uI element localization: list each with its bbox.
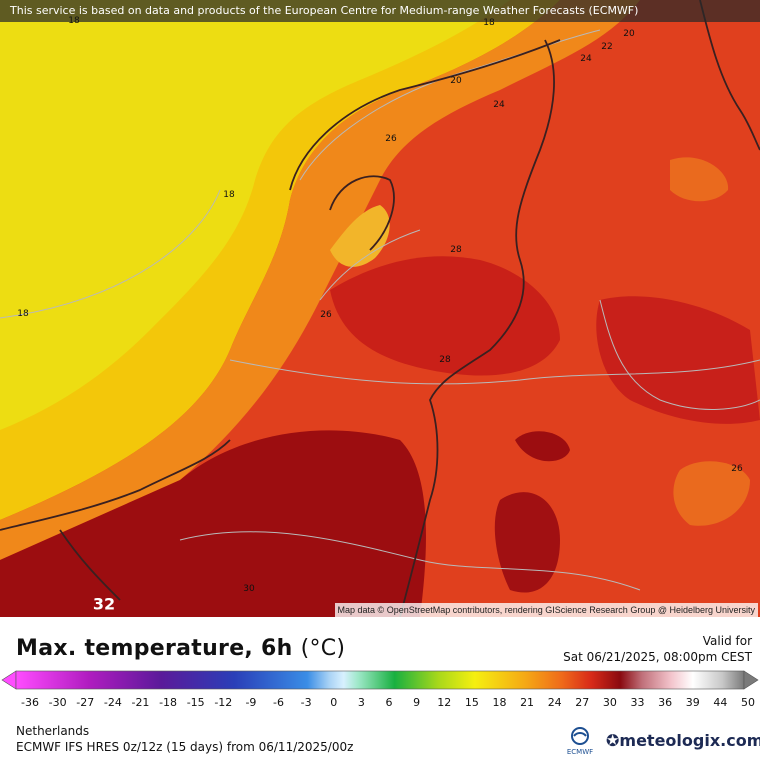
contour-label: 30 — [243, 584, 255, 594]
colorbar-tick: 30 — [602, 696, 617, 709]
svg-text:ECMWF: ECMWF — [567, 748, 593, 756]
contour-label: 18 — [223, 190, 235, 200]
model-run-info: ECMWF IFS HRES 0z/12z (15 days) from 06/… — [16, 740, 354, 754]
colorbar-tick: -24 — [103, 696, 122, 709]
ecmwf-logo: ECMWF — [567, 727, 593, 756]
contour-label: 18 — [17, 309, 29, 319]
colorbar-tick: -18 — [159, 696, 178, 709]
colorbar-tick: 39 — [685, 696, 700, 709]
contour-label: 28 — [439, 355, 451, 365]
colorbar-tick: 15 — [464, 696, 479, 709]
colorbar-tick: -27 — [76, 696, 95, 709]
contour-label: 26 — [731, 464, 743, 474]
meteologix-logo[interactable]: ✪meteologix.com — [606, 731, 760, 750]
colorbar-tick: 3 — [357, 696, 365, 709]
colorbar-tick: 6 — [385, 696, 393, 709]
contour-label: 24 — [493, 100, 505, 110]
valid-for-label: Valid for — [702, 634, 752, 648]
colorbar-tick: -3 — [300, 696, 312, 709]
contour-label: 18 — [68, 16, 80, 26]
colorbar-tick: 33 — [630, 696, 645, 709]
valid-time: Sat 06/21/2025, 08:00pm CEST — [563, 650, 752, 664]
contour-label: 28 — [450, 245, 462, 255]
ecmwf-notice-banner: This service is based on data and produc… — [0, 0, 760, 22]
colorbar-tick: 21 — [520, 696, 535, 709]
map-title: Max. temperature, 6h (°C) — [16, 636, 346, 661]
colorbar-tick: 0 — [330, 696, 338, 709]
colorbar-tick: 24 — [547, 696, 562, 709]
contour-label: 20 — [623, 29, 635, 39]
contour-label: 26 — [385, 134, 397, 144]
contour-label: 26 — [320, 310, 332, 320]
colorbar-tick: -30 — [48, 696, 67, 709]
colorbar-tick: 50 — [741, 696, 755, 709]
contour-label: 18 — [483, 18, 495, 28]
map-attribution: Map data © OpenStreetMap contributors, r… — [334, 603, 758, 617]
colorbar-tick: -15 — [186, 696, 205, 709]
contour-label: 24 — [580, 54, 592, 64]
contour-label: 20 — [450, 76, 462, 86]
colorbar-tick: 18 — [492, 696, 507, 709]
colorbar-tick-labels: -36 -30 -27 -24 -21 -18 -15 -12 -9 -6 -3 0 3 6 9 12 15 18… — [0, 696, 760, 712]
temperature-colorbar — [1, 670, 759, 690]
colorbar-tick: 44 — [713, 696, 728, 709]
forecast-map[interactable]: This service is based on data and produc… — [0, 0, 760, 617]
colorbar-tick: -12 — [214, 696, 233, 709]
colorbar-tick: -6 — [273, 696, 285, 709]
contour-label: 22 — [601, 42, 613, 52]
colorbar-tick: 36 — [658, 696, 673, 709]
colorbar-tick: 27 — [575, 696, 590, 709]
temperature-value-label: 32 — [92, 594, 116, 614]
colorbar-tick: -36 — [21, 696, 39, 709]
temperature-field — [0, 0, 760, 617]
region-name: Netherlands — [16, 724, 90, 738]
colorbar-tick: -9 — [245, 696, 257, 709]
colorbar-tick: 9 — [413, 696, 421, 709]
colorbar-tick: -21 — [131, 696, 150, 709]
colorbar-tick: 12 — [437, 696, 452, 709]
